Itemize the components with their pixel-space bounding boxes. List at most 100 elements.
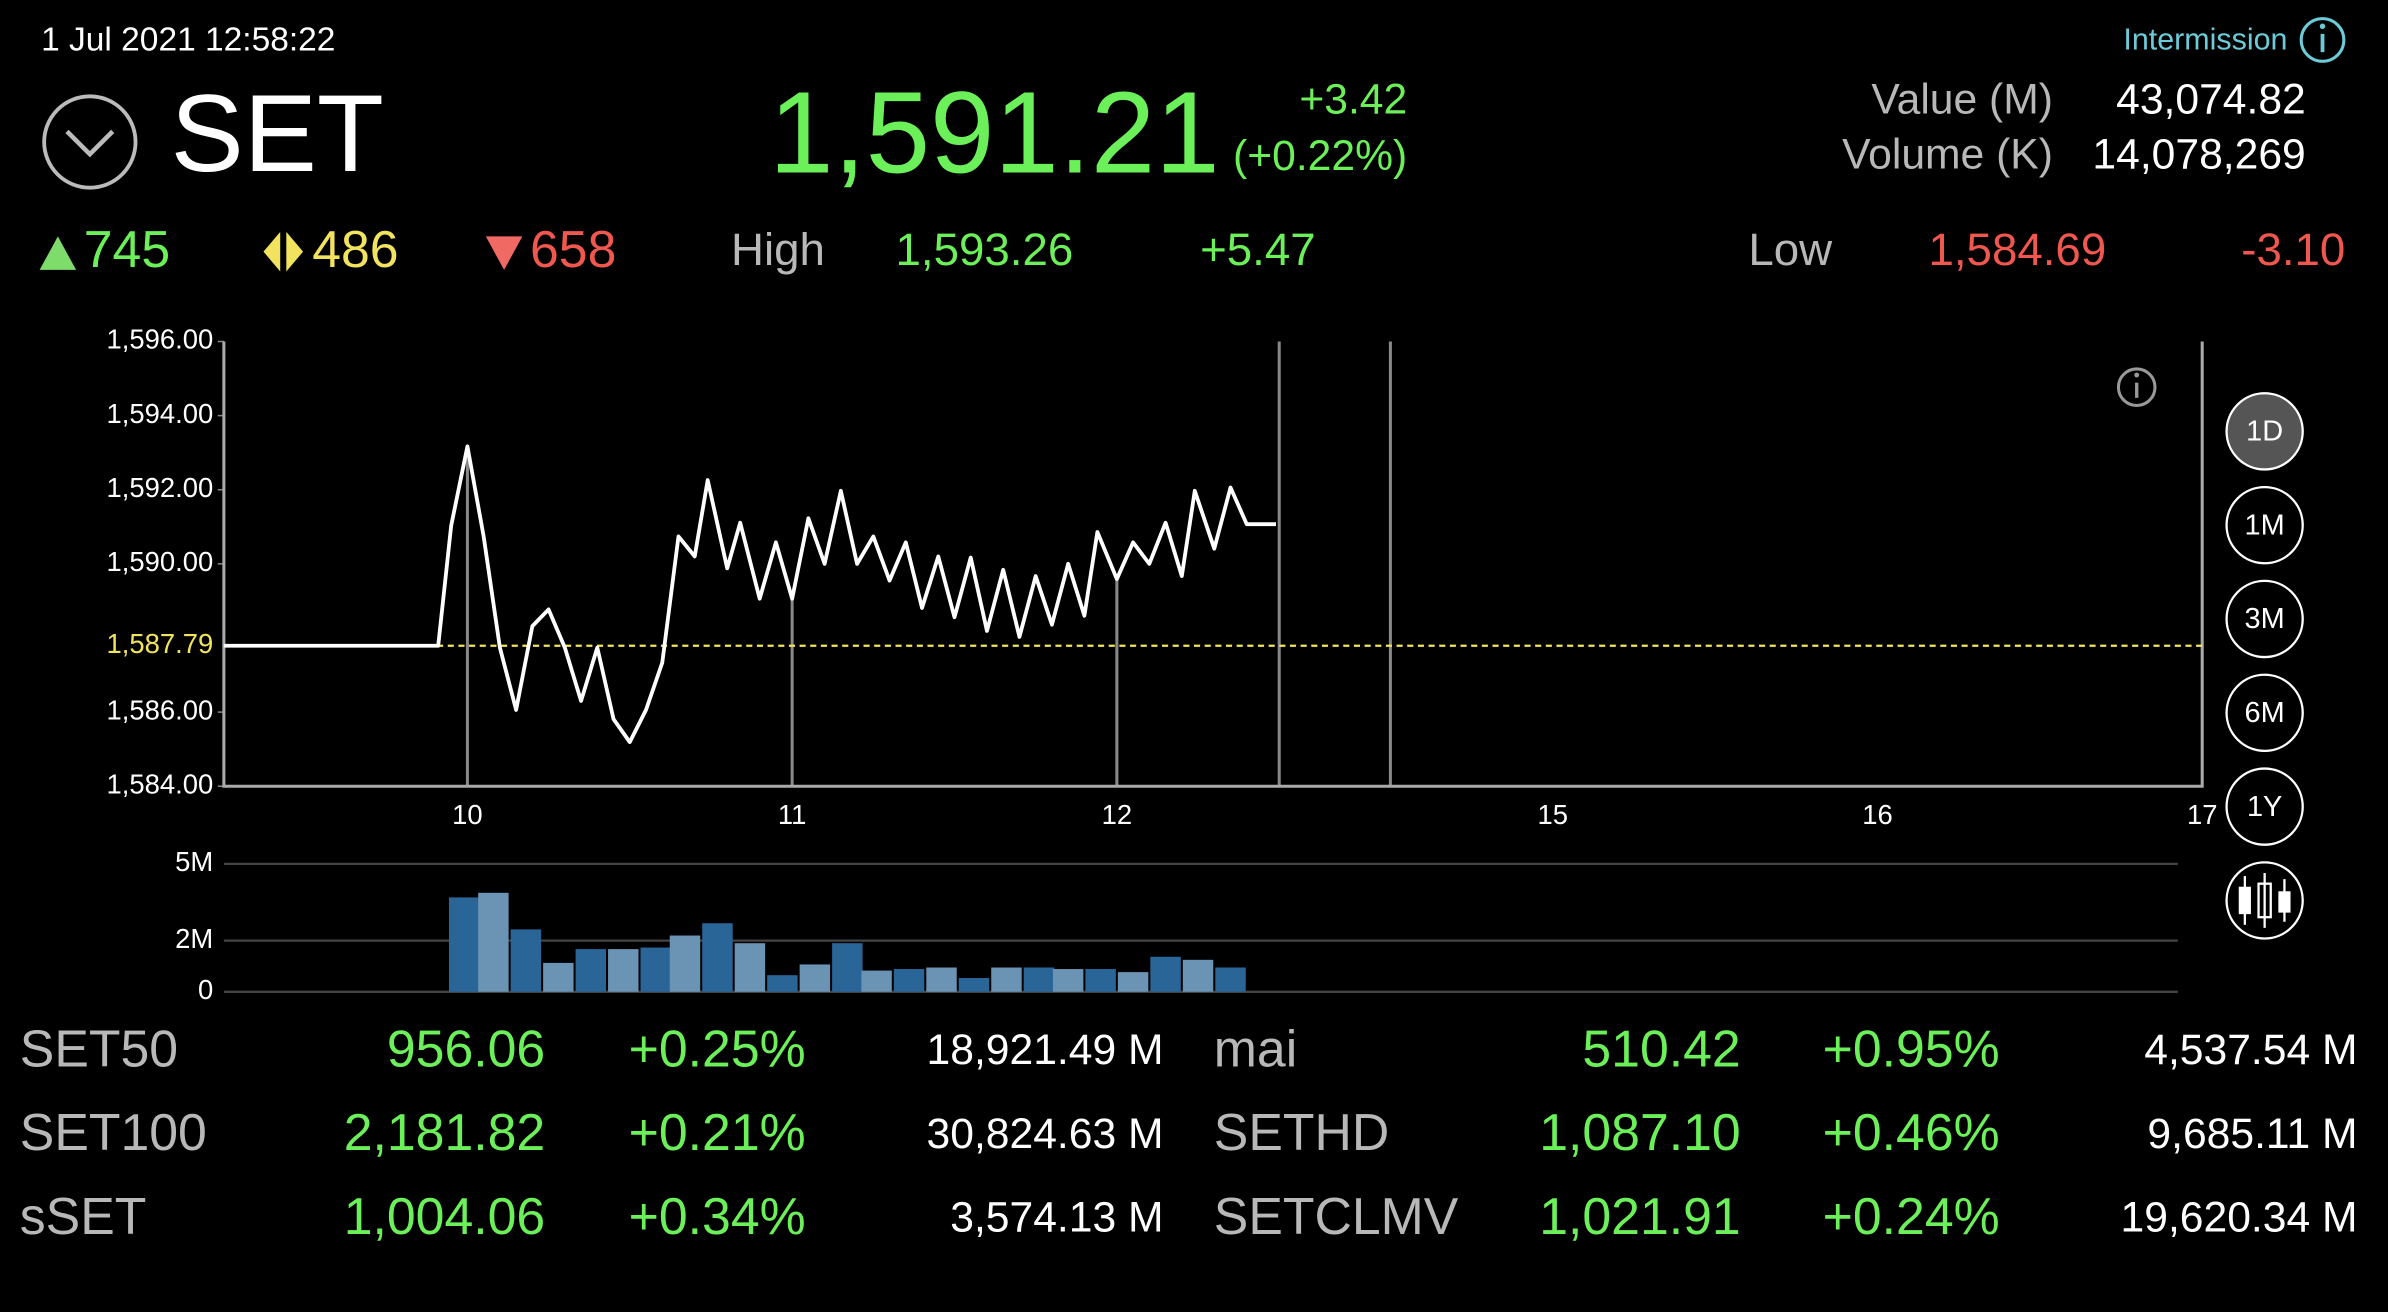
index-name[interactable]: sSET	[20, 1187, 147, 1245]
last-price: 1,591.21	[769, 68, 1220, 198]
index-name[interactable]: mai	[1214, 1019, 1297, 1077]
timeframe-button[interactable]	[2225, 485, 2304, 565]
index-change-pct: +0.46%	[1823, 1103, 2000, 1161]
index-change-pct: +0.95%	[1823, 1019, 2000, 1077]
timeframe-label[interactable]: 3M	[2245, 603, 2285, 635]
datetime: 1 Jul 2021 12:58:22	[41, 21, 335, 58]
volume-bar	[510, 929, 542, 992]
volume-bar	[1052, 969, 1084, 992]
volume-bar	[1182, 959, 1214, 992]
index-change-pct: +0.21%	[629, 1103, 806, 1161]
volume-label: Volume (K)	[1842, 130, 2053, 178]
index-change-pct: +0.24%	[1823, 1187, 2000, 1245]
unchanged-count: 486	[312, 220, 398, 278]
symbol: SET	[171, 73, 384, 195]
timeframe-label[interactable]: 1D	[2246, 416, 2283, 448]
volume-bar	[991, 967, 1022, 992]
price-line	[223, 444, 1276, 745]
timeframe-label[interactable]: 1M	[2245, 509, 2285, 541]
index-change-pct: +0.25%	[629, 1019, 806, 1077]
volume-bar	[1085, 969, 1116, 992]
y-tick-label: 1,592.00	[107, 472, 214, 503]
volume-tick-label: 2M	[175, 923, 213, 954]
high-change: +5.47	[1200, 224, 1316, 275]
index-turnover: 3,574.13 M	[950, 1194, 1163, 1242]
index-value: 1,087.10	[1539, 1103, 1741, 1161]
index-turnover: 18,921.49 M	[927, 1026, 1164, 1074]
y-tick-label: 1,594.00	[107, 398, 214, 429]
index-turnover: 19,620.34 M	[2121, 1194, 2358, 1242]
volume-bar	[926, 967, 957, 992]
volume-bar	[702, 923, 733, 992]
volume-bar	[640, 947, 671, 992]
timeframe-button[interactable]	[2225, 392, 2304, 471]
down-icon	[485, 236, 523, 270]
index-name[interactable]: SETCLMV	[1214, 1187, 1459, 1245]
y-tick-label: 1,590.00	[107, 546, 214, 577]
index-value: 956.06	[387, 1019, 545, 1077]
volume-bar	[543, 962, 574, 992]
value: 43,074.82	[2116, 76, 2306, 124]
y-tick-label: 1,586.00	[107, 694, 214, 725]
symbol-dropdown[interactable]	[42, 94, 138, 190]
volume: 14,078,269	[2092, 130, 2305, 178]
volume-bar	[799, 964, 831, 992]
timeframe-button[interactable]	[2225, 767, 2304, 846]
volume-bar	[1117, 972, 1149, 992]
volume-bar	[608, 949, 639, 992]
index-turnover: 9,685.11 M	[2147, 1110, 2357, 1158]
low-label: Low	[1748, 224, 1833, 275]
down-count: 658	[530, 220, 616, 278]
up-icon	[39, 236, 77, 270]
volume-tick-label: 5M	[175, 846, 213, 877]
volume-bar	[575, 949, 607, 992]
volume-bar	[478, 892, 509, 992]
volume-bar	[832, 943, 863, 992]
x-tick-label: 11	[778, 799, 806, 830]
change: +3.42	[1299, 76, 1407, 124]
index-turnover: 4,537.54 M	[2144, 1026, 2357, 1074]
x-tick-label: 10	[452, 799, 482, 830]
index-value: 510.42	[1582, 1019, 1740, 1077]
index-change-pct: +0.34%	[629, 1187, 806, 1245]
volume-bar	[669, 935, 701, 992]
volume-bar	[958, 977, 990, 992]
index-value: 2,181.82	[344, 1103, 546, 1161]
timeframe-label[interactable]: 1Y	[2247, 791, 2282, 823]
candlestick-button[interactable]	[2225, 861, 2304, 940]
timeframe-label[interactable]: 6M	[2245, 697, 2285, 729]
index-value: 1,021.91	[1539, 1187, 1741, 1245]
reference-label: 1,587.79	[107, 628, 214, 659]
volume-bar	[448, 897, 480, 992]
x-tick-label: 12	[1102, 799, 1132, 830]
index-name[interactable]: SET100	[20, 1103, 207, 1161]
volume-tick-label: 0	[198, 974, 213, 1005]
x-tick-label: 16	[1862, 799, 1892, 830]
y-tick-label: 1,596.00	[107, 324, 214, 355]
value-label: Value (M)	[1871, 76, 2053, 124]
volume-bar	[734, 943, 766, 992]
x-tick-label: 15	[1538, 799, 1568, 830]
chart-info-icon[interactable]	[2116, 367, 2157, 407]
timeframe-button[interactable]	[2225, 673, 2304, 753]
change-pct: (+0.22%)	[1233, 132, 1407, 180]
low-change: -3.10	[2241, 224, 2345, 275]
high: 1,593.26	[896, 224, 1074, 275]
volume-bar	[1150, 956, 1181, 992]
volume-bar	[767, 975, 798, 992]
volume-bar	[861, 970, 892, 992]
volume-bar	[893, 969, 925, 992]
market-status: Intermission	[2123, 23, 2287, 57]
low: 1,584.69	[1928, 224, 2106, 275]
volume-bar	[1215, 967, 1246, 992]
up-count: 745	[84, 220, 170, 278]
index-turnover: 30,824.63 M	[927, 1110, 1164, 1158]
unchanged-icon	[263, 231, 304, 272]
timeframe-button[interactable]	[2225, 579, 2304, 659]
index-name[interactable]: SETHD	[1214, 1103, 1389, 1161]
status-info-icon[interactable]	[2299, 17, 2346, 63]
volume-bar	[1023, 967, 1055, 992]
index-name[interactable]: SET50	[20, 1019, 178, 1077]
